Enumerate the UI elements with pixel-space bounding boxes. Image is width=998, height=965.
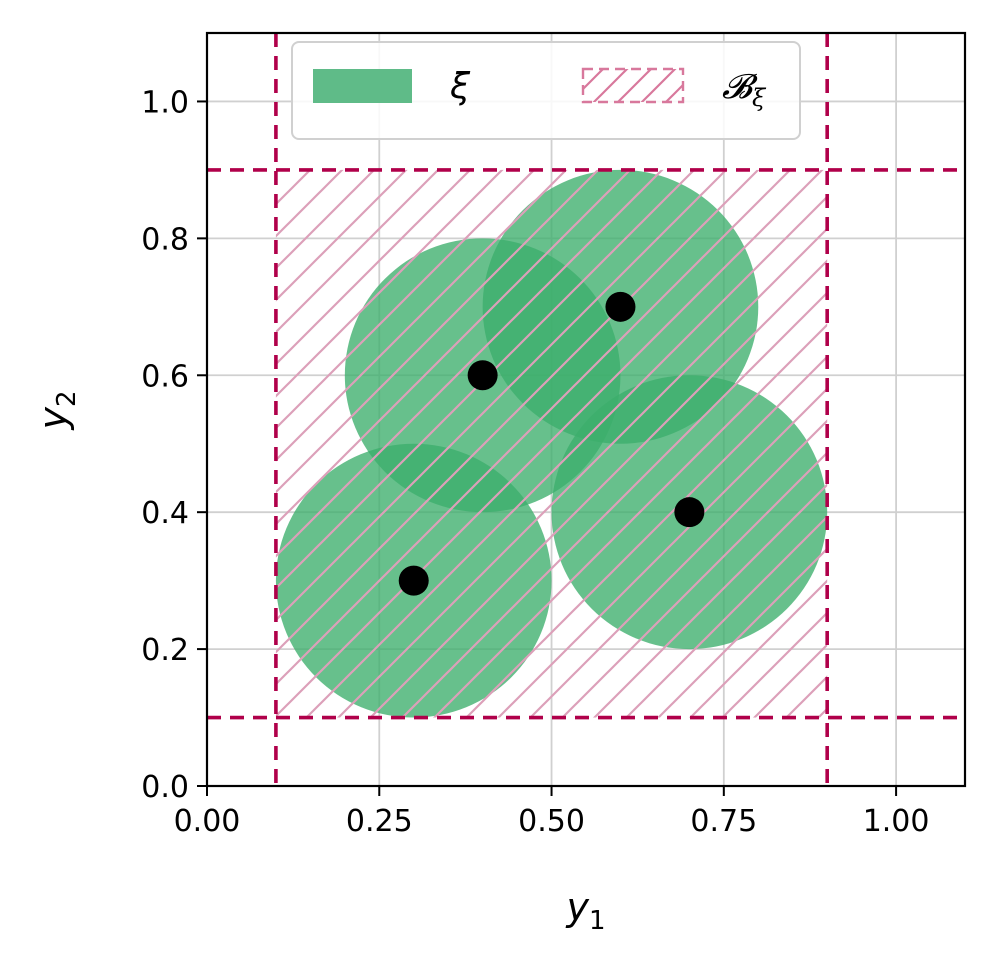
x-tick-label-1: 0.25 [346,804,413,839]
center-point-3 [674,497,705,528]
y-axis-label-main: y [31,407,75,431]
x-tick-label-0: 0.00 [174,804,241,839]
x-tick-label-4: 1.00 [863,804,930,839]
center-points [398,291,705,596]
legend-label-b-subscript: ξ [752,84,767,112]
y-tick-label-0: 0.0 [141,770,189,805]
legend: ξ 𝓑ξ [291,41,801,140]
y-tick-label-2: 0.4 [141,496,189,531]
axis-ticks: 0.00 0.25 0.50 0.75 1.00 0.0 0.2 0.4 0.6 0.8 1.0 [141,85,929,839]
center-point-1 [467,360,498,391]
y-tick-label-1: 0.2 [141,633,189,668]
y-tick-label-4: 0.8 [141,222,189,257]
legend-label-xi: ξ [449,66,471,107]
legend-swatch-xi [313,69,412,103]
x-tick-label-2: 0.50 [518,804,585,839]
x-axis-label: y1 [565,885,605,936]
plot-area-frame [205,31,967,788]
legend-swatch-b-xi [581,67,685,104]
center-point-2 [605,291,636,322]
center-point-0 [398,565,429,596]
b-xi-hatched-box [207,33,965,786]
x-axis-label-subscript: 1 [589,906,606,936]
legend-frame [291,41,801,140]
y-axis-label-subscript: 2 [52,390,82,407]
x-axis-label-main: y [565,885,589,929]
y-tick-label-3: 0.6 [141,359,189,394]
y-axis-label: y2 [31,390,82,430]
y-tick-label-5: 1.0 [141,85,189,120]
x-tick-label-3: 0.75 [690,804,757,839]
b-xi-hatch-fill [275,169,828,718]
